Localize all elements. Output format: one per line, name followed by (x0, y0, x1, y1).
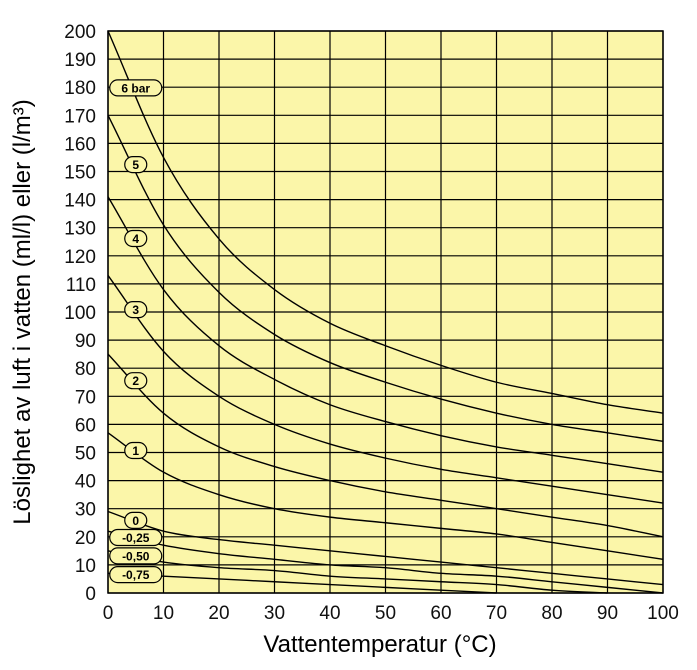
y-tick-label: 190 (64, 50, 96, 71)
curve-label-pill (109, 79, 163, 97)
y-tick-label: 200 (64, 22, 96, 43)
curve-label-text: 5 (132, 158, 139, 172)
curve-label-3: 3 (124, 301, 148, 319)
curve-label-8: -0,50 (109, 547, 163, 565)
curve-label-6: 0 (124, 511, 148, 529)
y-tick-label: 120 (64, 247, 96, 268)
y-tick-label: 140 (64, 191, 96, 212)
curve-label-pill (124, 441, 148, 460)
y-tick-label: 110 (66, 275, 96, 296)
curve-3 (107, 275, 664, 504)
y-tick-labels: 0 10 20 30 40 50 60 70 80 90 100 110 120 130 140 150 160… (64, 22, 96, 605)
y-tick-label: 30 (75, 500, 96, 521)
curve-label-4: 2 (124, 372, 148, 390)
x-tick-label: 10 (153, 603, 174, 624)
y-tick-label: 100 (64, 303, 96, 324)
curve-4 (107, 353, 664, 538)
curve-label-text: 1 (132, 444, 139, 458)
x-tick-label: 40 (319, 603, 340, 624)
curve-0 (107, 30, 664, 414)
curve-label-text: 2 (132, 374, 139, 388)
plot-frame (107, 30, 664, 594)
x-tick-label: 80 (541, 603, 562, 624)
curves (107, 30, 664, 594)
x-tick-label: 90 (597, 603, 618, 624)
x-tick-label: 60 (430, 603, 451, 624)
curve-label-text: -0,25 (122, 531, 150, 545)
y-tick-label: 20 (75, 528, 96, 549)
x-tick-label: 0 (103, 603, 114, 624)
curve-6 (107, 510, 664, 586)
y-tick-label: 150 (64, 163, 96, 184)
curve-label-2: 4 (124, 229, 148, 248)
curve-label-text: 0 (132, 514, 139, 528)
curve-8 (107, 550, 608, 594)
curve-label-9: -0,75 (109, 565, 163, 584)
y-tick-label: 90 (75, 331, 96, 352)
y-axis-title: Löslighet av luft i vatten (ml/l) eller … (9, 99, 36, 524)
curve-label-5: 1 (124, 441, 148, 460)
curve-label-pill (124, 156, 148, 174)
x-tick-label: 20 (208, 603, 229, 624)
y-tick-label: 70 (75, 387, 96, 408)
curve-label-7: -0,25 (109, 528, 163, 547)
curve-label-text: 3 (132, 303, 139, 317)
curve-label-text: 4 (132, 232, 139, 246)
curve-2 (107, 196, 664, 473)
y-tick-label: 130 (64, 219, 96, 240)
curve-label-1: 5 (124, 156, 148, 174)
curve-7 (107, 530, 664, 594)
y-tick-label: 180 (64, 78, 96, 99)
y-tick-label: 160 (64, 134, 96, 155)
x-tick-label: 30 (264, 603, 285, 624)
curve-label-pill (109, 528, 163, 547)
curve-label-text: 6 bar (121, 81, 150, 95)
curve-labels: 6 bar 5 4 3 2 1 0 -0,25 -0,50 -0,75 (109, 79, 163, 584)
y-tick-label: 80 (75, 359, 96, 380)
curve-label-pill (124, 372, 148, 390)
curve-1 (107, 114, 664, 442)
curve-9 (107, 572, 497, 594)
y-tick-label: 170 (64, 106, 96, 127)
y-tick-label: 60 (75, 415, 96, 436)
x-tick-label: 70 (486, 603, 507, 624)
curve-label-pill (109, 547, 163, 565)
curve-label-text: -0,75 (122, 568, 150, 582)
curve-5 (107, 432, 664, 560)
grid-lines (107, 30, 664, 594)
curve-label-pill (124, 511, 148, 529)
x-tick-label: 100 (647, 603, 679, 624)
curve-label-0: 6 bar (109, 79, 163, 97)
y-tick-label: 40 (75, 472, 96, 493)
x-axis-title: Vattentemperatur (°C) (263, 631, 496, 658)
y-tick-label: 10 (75, 556, 96, 577)
x-tick-labels: 0 10 20 30 40 50 60 70 80 90 100 (103, 603, 679, 624)
curve-label-pill (109, 565, 163, 584)
y-tick-label: 50 (75, 444, 96, 465)
curve-label-pill (124, 301, 148, 319)
curve-label-text: -0,50 (122, 549, 150, 563)
x-tick-label: 50 (375, 603, 396, 624)
y-tick-label: 0 (85, 584, 96, 605)
curve-label-pill (124, 229, 148, 248)
